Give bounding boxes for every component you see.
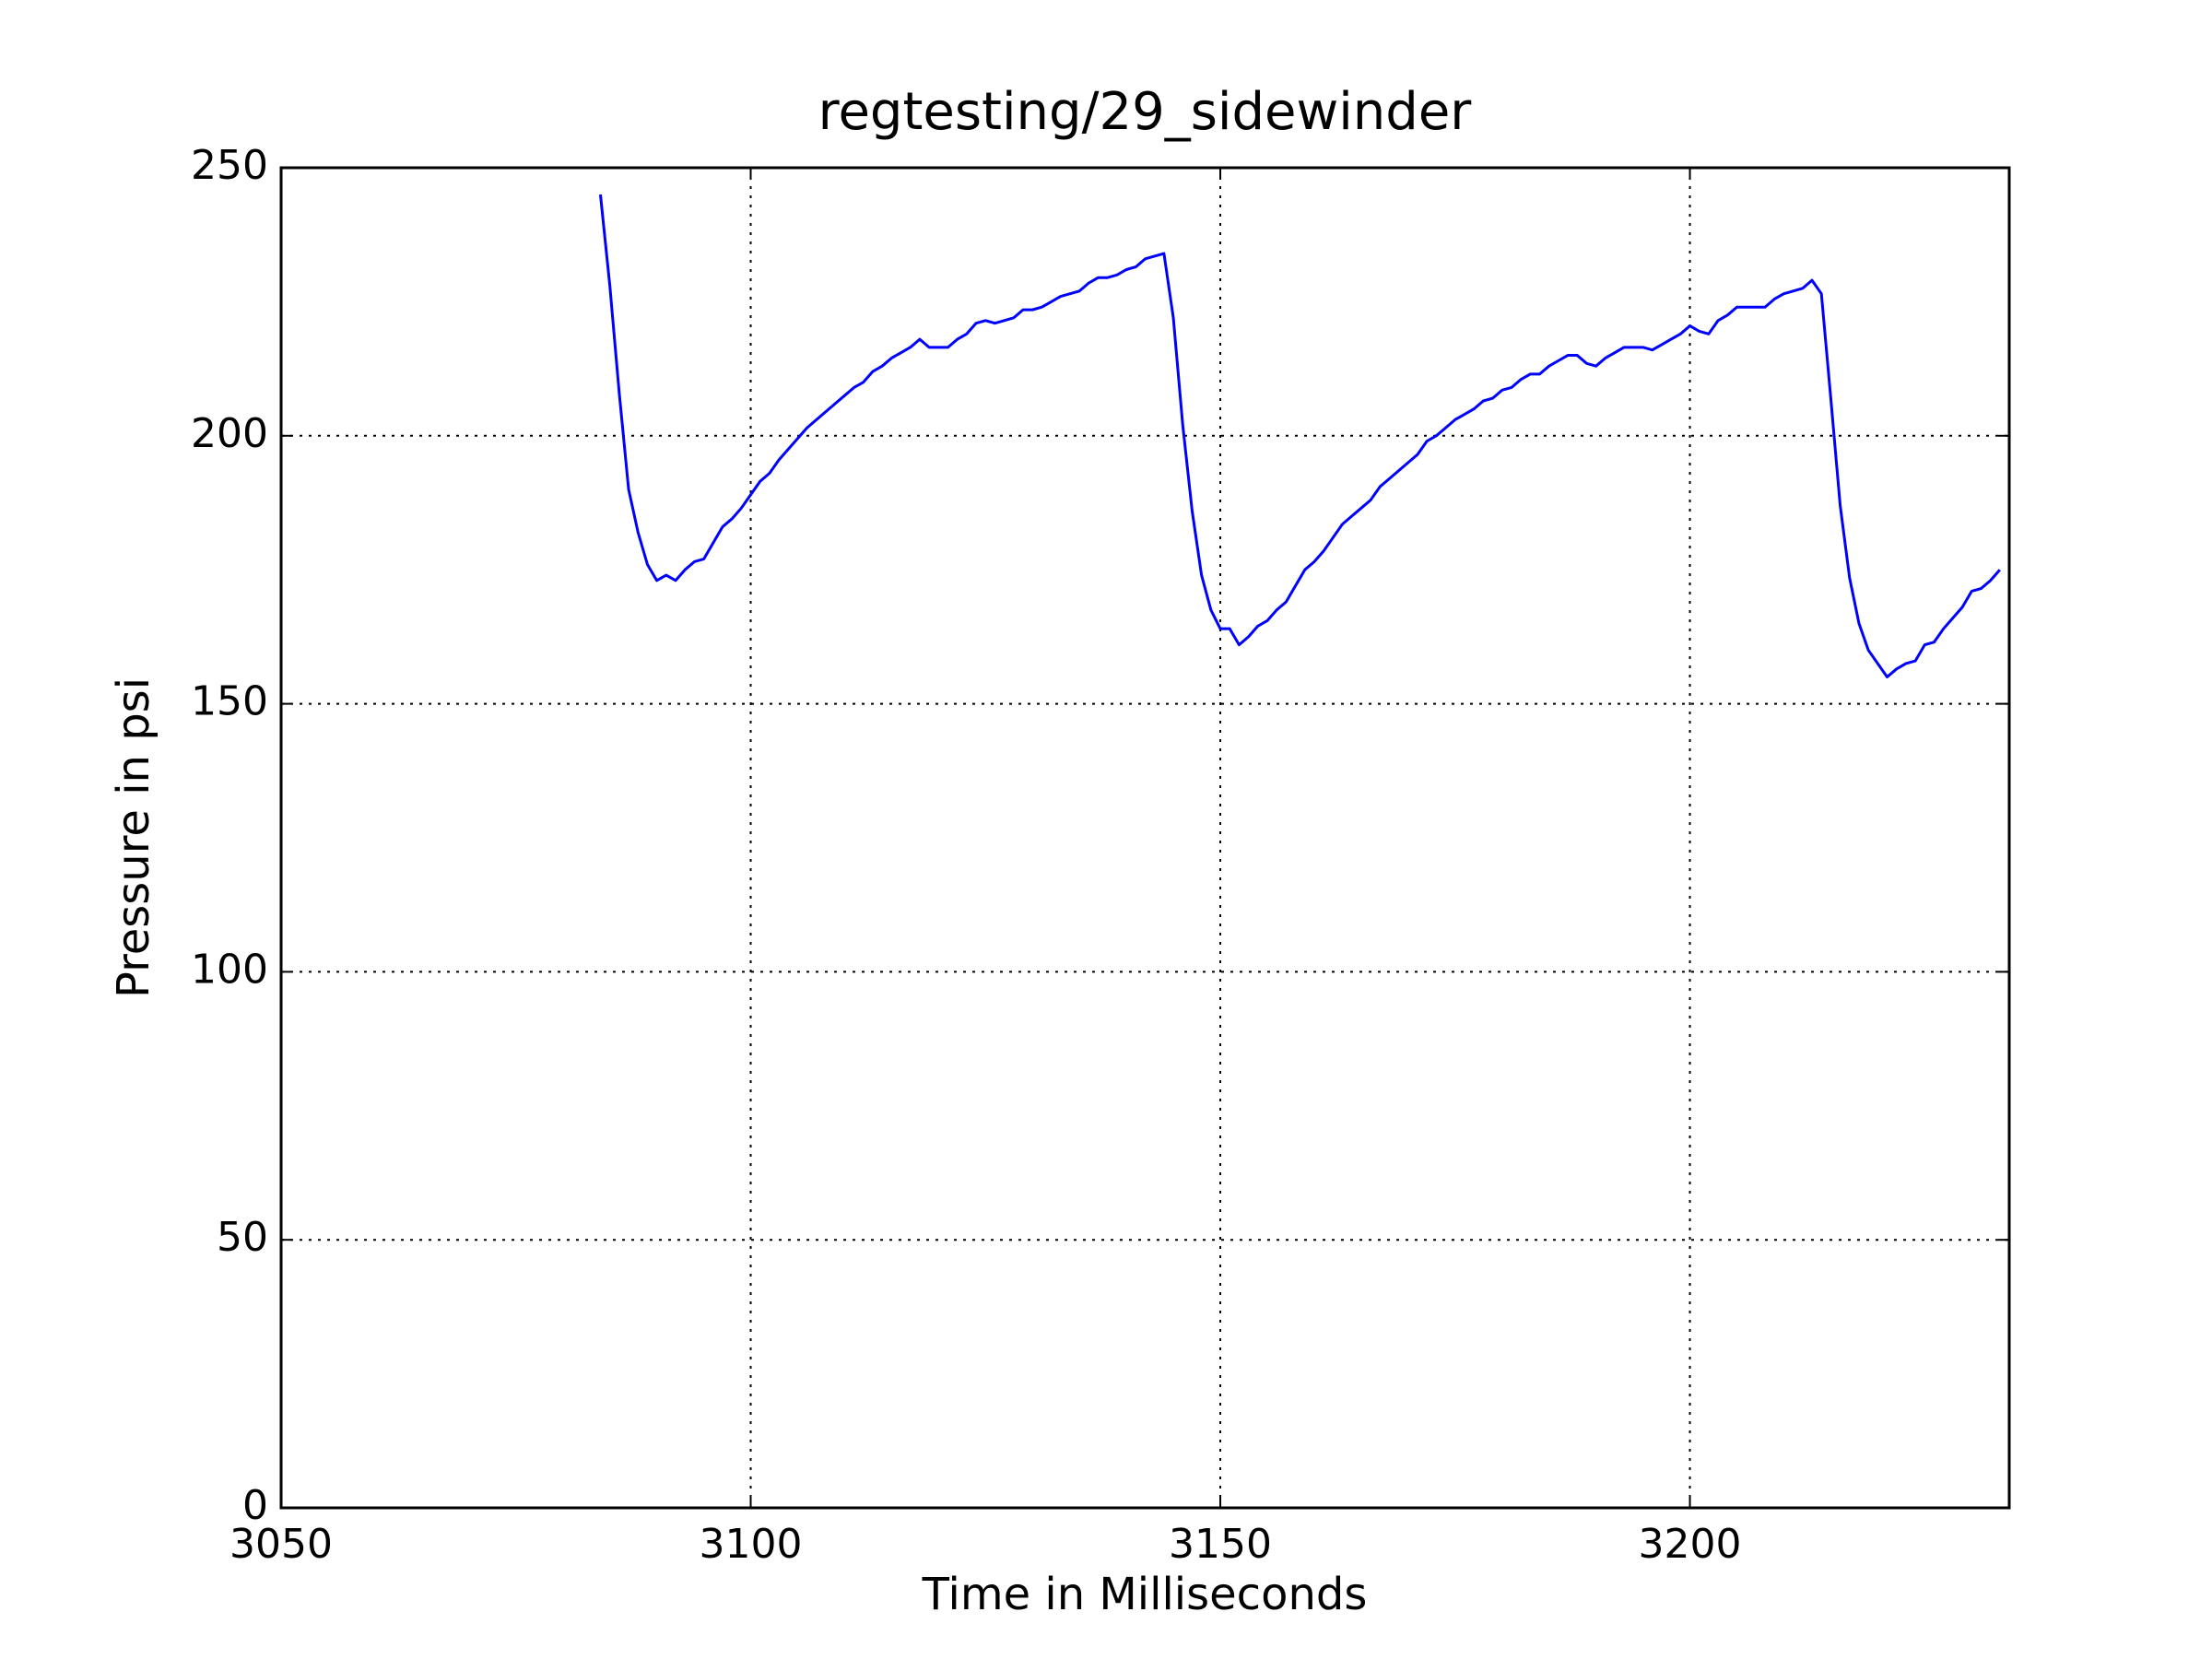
x-axis-label: Time in Milliseconds — [922, 1569, 1368, 1620]
data-line — [598, 194, 2001, 679]
y-tick-label: 100 — [191, 946, 268, 993]
x-tick-label: 3050 — [229, 1521, 333, 1568]
y-tick-label: 250 — [191, 142, 268, 189]
x-tick-label: 3150 — [1169, 1521, 1272, 1568]
y-tick-label: 150 — [191, 678, 268, 725]
x-tick-label: 3200 — [1639, 1521, 1742, 1568]
y-tick-label: 50 — [217, 1214, 268, 1261]
y-tick-label: 200 — [191, 410, 268, 457]
x-tick-label: 3100 — [700, 1521, 803, 1568]
chart-title: regtesting/29_sidewinder — [818, 82, 1473, 142]
y-axis-label: Pressure in psi — [108, 677, 159, 998]
y-tick-label: 0 — [242, 1482, 268, 1529]
plot-frame — [279, 166, 2011, 1510]
